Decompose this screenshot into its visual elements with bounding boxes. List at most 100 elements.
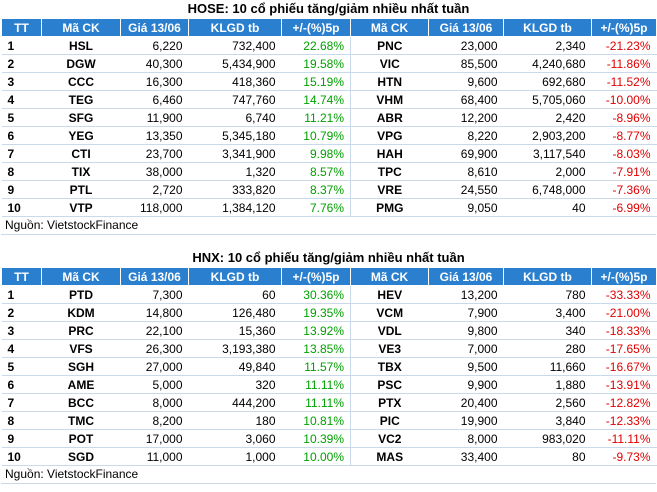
loser-volume: 5,705,060	[503, 90, 592, 109]
loser-code: VIC	[350, 54, 429, 73]
table-row: 6 YEG 13,350 5,345,180 10.79% VPG 8,220 2,903,2…	[1, 126, 657, 145]
table-row: 4 TEG 6,460 747,760 14.74% VHM 68,400 5,705,060…	[1, 90, 657, 109]
header-down-change: +/-(%)5p	[591, 18, 657, 37]
gainer-volume: 1,384,120	[188, 198, 282, 217]
gainer-price: 8,200	[120, 411, 189, 430]
gainer-code: BCC	[41, 393, 121, 412]
loser-code: PIC	[350, 411, 429, 430]
gainer-volume: 5,434,900	[188, 54, 282, 73]
rank: 2	[1, 54, 42, 73]
gainer-price: 17,000	[120, 429, 189, 448]
header-up-code: Mã CK	[41, 267, 121, 286]
gainer-price: 27,000	[120, 357, 189, 376]
rank: 1	[1, 36, 42, 55]
gainer-code: SGD	[41, 447, 121, 466]
hose-title: HOSE: 10 cổ phiếu tăng/giảm nhiều nhất t…	[187, 1, 470, 16]
gainer-change: 10.00%	[281, 447, 351, 466]
hose-source: Nguồn: VietstockFinance	[1, 217, 656, 235]
gainer-code: AME	[41, 375, 121, 394]
gainer-change: 15.19%	[281, 72, 351, 91]
gainer-change: 13.92%	[281, 321, 351, 340]
gainer-volume: 1,000	[188, 447, 282, 466]
gainer-code: PRC	[41, 321, 121, 340]
gainer-change: 22.68%	[281, 36, 351, 55]
gainer-code: TIX	[41, 162, 121, 181]
loser-price: 7,000	[428, 339, 504, 358]
loser-volume: 280	[503, 339, 592, 358]
rank: 3	[1, 72, 42, 91]
gainer-change: 13.85%	[281, 339, 351, 358]
gainer-volume: 320	[188, 375, 282, 394]
rank: 7	[1, 393, 42, 412]
loser-price: 9,800	[428, 321, 504, 340]
gainer-volume: 126,480	[188, 303, 282, 322]
loser-volume: 340	[503, 321, 592, 340]
rank: 10	[1, 447, 42, 466]
loser-change: -8.03%	[591, 144, 657, 163]
gainer-volume: 3,060	[188, 429, 282, 448]
gainer-price: 14,800	[120, 303, 189, 322]
loser-volume: 3,117,540	[503, 144, 592, 163]
loser-code: PMG	[350, 198, 429, 217]
rank: 5	[1, 357, 42, 376]
rank: 6	[1, 375, 42, 394]
table-row: 2 DGW 40,300 5,434,900 19.58% VIC 85,500 4,240,…	[1, 54, 657, 73]
loser-change: -33.33%	[591, 285, 657, 304]
header-tt: TT	[1, 267, 42, 286]
gainer-code: HSL	[41, 36, 121, 55]
table-row: 7 BCC 8,000 444,200 11.11% PTX 20,400 2,560 -12.…	[1, 393, 657, 412]
gainer-change: 11.57%	[281, 357, 351, 376]
table-row: 10 SGD 11,000 1,000 10.00% MAS 33,400 80 -9.73%	[1, 447, 657, 466]
rank: 10	[1, 198, 42, 217]
gainer-price: 23,700	[120, 144, 189, 163]
rank: 3	[1, 321, 42, 340]
loser-price: 19,900	[428, 411, 504, 430]
header-tt: TT	[1, 18, 42, 37]
gainer-change: 10.79%	[281, 126, 351, 145]
gainer-volume: 15,360	[188, 321, 282, 340]
gainer-change: 7.76%	[281, 198, 351, 217]
hnx-header-row: TT Mã CK Giá 13/06 KLGD tb +/-(%)5p Mã CK Giá …	[1, 267, 657, 286]
loser-code: VHM	[350, 90, 429, 109]
loser-code: HTN	[350, 72, 429, 91]
gainer-volume: 747,760	[188, 90, 282, 109]
loser-code: VC2	[350, 429, 429, 448]
loser-change: -7.91%	[591, 162, 657, 181]
gainer-volume: 732,400	[188, 36, 282, 55]
gainer-price: 6,460	[120, 90, 189, 109]
gainer-volume: 5,345,180	[188, 126, 282, 145]
loser-change: -11.86%	[591, 54, 657, 73]
loser-change: -9.73%	[591, 447, 657, 466]
loser-price: 9,050	[428, 198, 504, 217]
gainer-change: 8.57%	[281, 162, 351, 181]
loser-price: 8,000	[428, 429, 504, 448]
loser-price: 8,220	[428, 126, 504, 145]
table-row: 3 PRC 22,100 15,360 13.92% VDL 9,800 340 -18.33%	[1, 321, 657, 340]
table-row: 3 CCC 16,300 418,360 15.19% HTN 9,600 692,680 -1…	[1, 72, 657, 91]
loser-change: -7.36%	[591, 180, 657, 199]
hnx-source: Nguồn: VietstockFinance	[1, 466, 656, 484]
gainer-volume: 444,200	[188, 393, 282, 412]
header-down-change: +/-(%)5p	[591, 267, 657, 286]
table-row: 9 POT 17,000 3,060 10.39% VC2 8,000 983,020 -11.…	[1, 429, 657, 448]
loser-code: VE3	[350, 339, 429, 358]
gainer-code: KDM	[41, 303, 121, 322]
gainer-price: 8,000	[120, 393, 189, 412]
hose-section: HOSE: 10 cổ phiếu tăng/giảm nhiều nhất t…	[0, 0, 657, 235]
loser-code: PTX	[350, 393, 429, 412]
loser-code: TPC	[350, 162, 429, 181]
gainer-volume: 3,341,900	[188, 144, 282, 163]
table-row: 10 VTP 118,000 1,384,120 7.76% PMG 9,050 40 -6.9…	[1, 198, 657, 217]
loser-price: 13,200	[428, 285, 504, 304]
rank: 8	[1, 162, 42, 181]
rank: 7	[1, 144, 42, 163]
loser-change: -11.11%	[591, 429, 657, 448]
hnx-title: HNX: 10 cổ phiếu tăng/giảm nhiều nhất tu…	[192, 250, 465, 265]
loser-volume: 983,020	[503, 429, 592, 448]
loser-volume: 2,560	[503, 393, 592, 412]
gainer-code: VFS	[41, 339, 121, 358]
gainer-price: 38,000	[120, 162, 189, 181]
loser-price: 8,610	[428, 162, 504, 181]
table-row: 2 KDM 14,800 126,480 19.35% VCM 7,900 3,400 -21.…	[1, 303, 657, 322]
header-up-change: +/-(%)5p	[281, 18, 351, 37]
